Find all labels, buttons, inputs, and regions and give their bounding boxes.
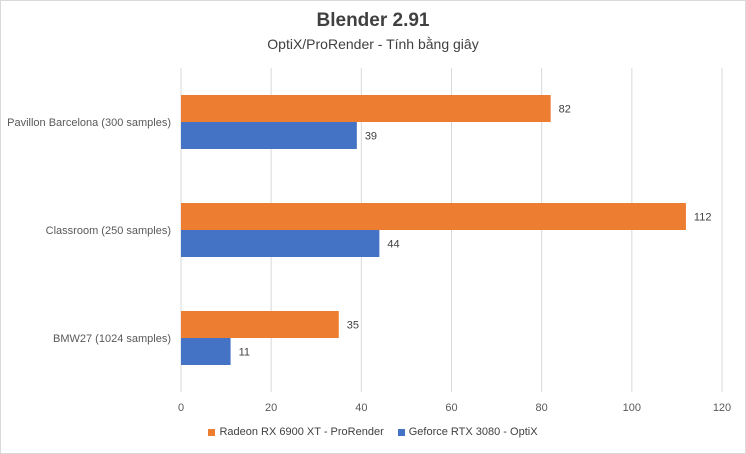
bar (181, 203, 686, 230)
x-tick-label: 60 (445, 402, 457, 414)
legend-swatch-radeon (208, 428, 216, 436)
bar (181, 311, 339, 338)
legend-item-geforce: Geforce RTX 3080 - OptiX (397, 426, 538, 438)
bar (181, 338, 231, 365)
legend-label-radeon: Radeon RX 6900 XT - ProRender (219, 426, 384, 438)
data-label: 11 (239, 347, 250, 359)
category-label: Pavillon Barcelona (300 samples) (7, 117, 171, 129)
x-tick-label: 0 (178, 402, 184, 414)
data-label: 39 (365, 131, 377, 143)
x-tick-label: 40 (355, 402, 367, 414)
x-tick-label: 20 (265, 402, 277, 414)
bar (181, 95, 551, 122)
bar (181, 230, 380, 257)
category-label: Classroom (250 samples) (46, 225, 171, 237)
legend: Radeon RX 6900 XT - ProRender Geforce RT… (0, 426, 746, 438)
x-tick-label: 120 (713, 402, 731, 414)
data-label: 44 (387, 239, 399, 251)
x-tick-label: 80 (536, 402, 548, 414)
chart-title: Blender 2.91 (316, 10, 430, 31)
x-tick-label: 100 (623, 402, 641, 414)
data-label: 82 (559, 104, 571, 116)
bar (181, 122, 357, 149)
legend-swatch-geforce (397, 428, 405, 436)
data-label: 35 (347, 320, 359, 332)
legend-label-geforce: Geforce RTX 3080 - OptiX (408, 426, 538, 438)
chart-subtitle: OptiX/ProRender - Tính bằng giây (267, 36, 479, 52)
legend-item-radeon: Radeon RX 6900 XT - ProRender (208, 426, 384, 438)
category-label: BMW27 (1024 samples) (53, 333, 171, 345)
data-label: 112 (694, 212, 712, 224)
